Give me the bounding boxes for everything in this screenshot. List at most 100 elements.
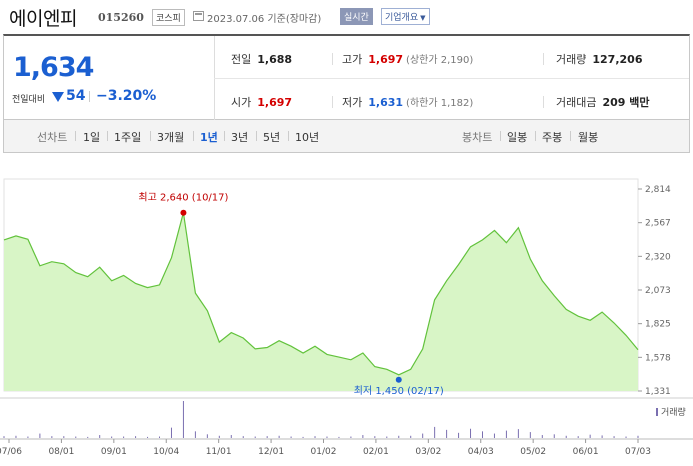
volume-bar [39, 433, 41, 438]
volume-bar [565, 435, 567, 438]
tab-daily[interactable]: 일봉 [507, 131, 528, 144]
volume-bar [218, 435, 220, 438]
divider [256, 131, 257, 141]
price-chart: 2,814 2,567 2,320 2,073 1,825 1,578 1,331 최고 2,… [0, 174, 693, 466]
x-tick-label: 11/01 [206, 447, 232, 457]
volume-bar [589, 434, 591, 438]
change-percent: −3.20% [96, 88, 157, 104]
price-chart-svg: 2,814 2,567 2,320 2,073 1,825 1,578 1,331 최고 2,… [0, 178, 693, 457]
price-summary: 1,634 전일대비 54 −3.20% 전일 1,688 고가 1,697 (상한가… [3, 34, 690, 120]
divider [332, 53, 333, 65]
x-tick-label: 03/02 [415, 447, 441, 457]
volume-bar [541, 435, 543, 438]
divider [288, 131, 289, 141]
down-arrow-icon [52, 92, 64, 102]
volume-label: 거래량 [556, 53, 587, 66]
divider [75, 131, 76, 141]
volume-bar [613, 436, 615, 438]
divider [193, 131, 194, 141]
high-annotation: 최고 2,640 (10/17) [138, 192, 228, 204]
volume-bar [3, 436, 5, 438]
volume-bar [27, 436, 29, 438]
price-area [4, 212, 638, 391]
volume-value: 127,206 [592, 53, 643, 66]
tab-weekly[interactable]: 주봉 [542, 131, 563, 144]
volume-legend: 거래량 [656, 405, 686, 418]
x-tick-label: 07/03 [625, 447, 651, 457]
volume-bar [326, 436, 328, 438]
low-annotation: 최저 1,450 (02/17) [354, 385, 444, 397]
market-badge: 코스피 [152, 9, 185, 26]
divider [543, 96, 544, 108]
tab-3year[interactable]: 3년 [231, 131, 249, 144]
company-name: 에이엔피 [9, 8, 77, 30]
tab-1day[interactable]: 1일 [83, 131, 101, 144]
company-info-label: 기업개요 [385, 13, 419, 23]
volume-bar [422, 433, 424, 438]
y-tick-label: 2,073 [645, 286, 671, 296]
realtime-button[interactable]: 실시간 [340, 8, 373, 25]
divider [107, 131, 108, 141]
divider [214, 78, 689, 79]
amount-label: 거래대금 [556, 96, 597, 109]
volume-bar [577, 436, 579, 438]
price-line [3, 212, 639, 376]
lower-limit: (하한가 1,182) [406, 98, 474, 109]
x-tick-label: 07/06 [0, 447, 22, 457]
period-bar: 선차트 1일 1주일 3개월 1년 3년 5년 10년 봉차트 일봉 주봉 월봉 [3, 120, 690, 153]
volume-bar [15, 435, 17, 438]
volume-bar [470, 428, 472, 438]
volume-bar [458, 432, 460, 438]
volume-bar [434, 426, 436, 438]
change-value: 54 [66, 88, 86, 104]
volume-bar [350, 436, 352, 438]
volume-bar [553, 434, 555, 438]
current-price: 1,634 [13, 52, 94, 83]
divider [332, 96, 333, 108]
x-tick-label: 08/01 [48, 447, 74, 457]
day-open: 시가 1,697 [231, 94, 292, 110]
volume-bar [170, 427, 172, 438]
volume-bar [302, 436, 304, 438]
volume-bar [135, 436, 137, 438]
y-tick-label: 1,331 [645, 387, 671, 397]
volume-bar [386, 436, 388, 438]
volume-bar [159, 436, 161, 438]
volume-bar [206, 434, 208, 438]
volume-bar [123, 436, 125, 438]
open-value: 1,697 [257, 96, 293, 109]
tab-3month[interactable]: 3개월 [157, 131, 185, 144]
low-label: 저가 [342, 96, 363, 109]
volume-bar [51, 436, 53, 438]
tab-monthly[interactable]: 월봉 [578, 131, 599, 144]
volume-bar [493, 433, 495, 438]
volume-bar [505, 430, 507, 438]
y-tick-label: 1,578 [645, 353, 671, 363]
high-label: 고가 [342, 53, 363, 66]
upper-limit: (상한가 2,190) [406, 55, 474, 66]
divider [535, 131, 536, 141]
base-date: 2023.07.06 기준(장마감) [207, 14, 322, 25]
volume-bar [601, 435, 603, 438]
y-tick-label: 2,320 [645, 252, 671, 262]
volume-bar [254, 436, 256, 438]
trade-amount: 거래대금 209 백만 [556, 94, 650, 110]
volume-bar [194, 431, 196, 438]
line-chart-label: 선차트 [37, 131, 68, 144]
volume-bar [398, 435, 400, 438]
company-info-button[interactable]: 기업개요 ▼ [381, 8, 430, 25]
divider [543, 53, 544, 65]
volume-bar [63, 436, 65, 438]
tab-1year[interactable]: 1년 [200, 131, 218, 144]
candle-chart-label: 봉차트 [462, 131, 493, 144]
volume-bar [374, 436, 376, 438]
volume-bar [637, 435, 639, 438]
tab-10year[interactable]: 10년 [295, 131, 320, 144]
volume-bar [338, 436, 340, 438]
tab-5year[interactable]: 5년 [263, 131, 281, 144]
volume-bar [75, 436, 77, 438]
stock-code: 015260 [98, 11, 144, 24]
tab-1week[interactable]: 1주일 [114, 131, 142, 144]
volume-bar [99, 435, 101, 438]
volume-bar [242, 436, 244, 438]
